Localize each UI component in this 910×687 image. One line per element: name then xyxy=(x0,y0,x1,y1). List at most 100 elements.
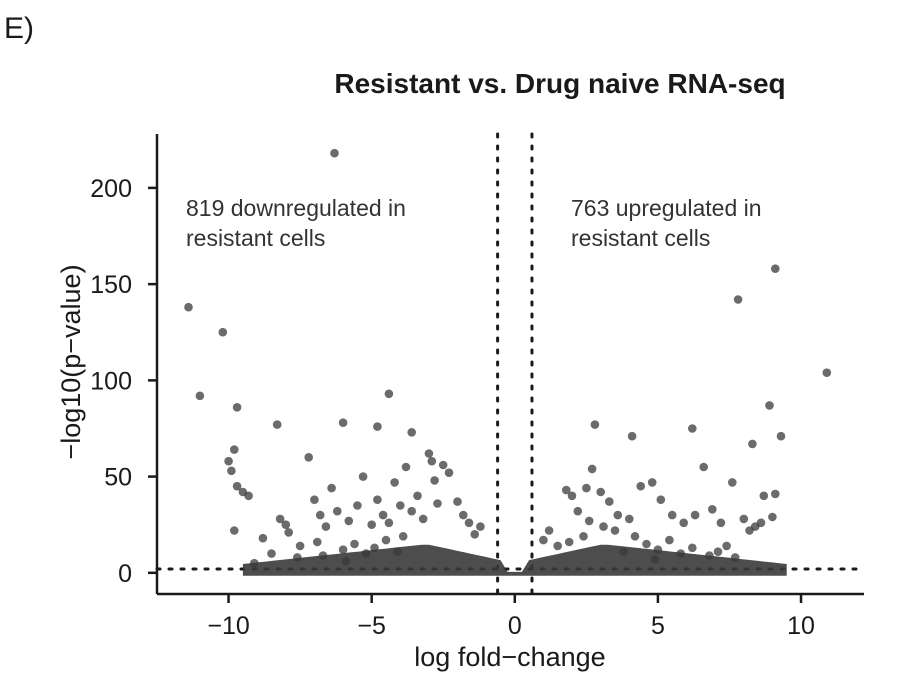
data-point xyxy=(384,518,394,528)
data-point xyxy=(587,464,597,474)
data-point xyxy=(384,389,394,399)
data-point xyxy=(230,445,239,454)
data-point xyxy=(413,491,422,501)
data-point xyxy=(281,520,291,529)
data-point xyxy=(327,483,336,493)
x-tick-label: −10 xyxy=(207,612,249,640)
data-point xyxy=(272,420,282,429)
data-points xyxy=(184,148,832,576)
data-point xyxy=(596,487,605,497)
data-point xyxy=(539,535,548,545)
data-point xyxy=(756,518,766,528)
data-point xyxy=(768,512,777,522)
data-point xyxy=(759,491,769,501)
data-point xyxy=(444,468,454,478)
data-point xyxy=(765,401,774,410)
data-point xyxy=(459,510,468,520)
data-point xyxy=(713,547,723,556)
y-tick-label: 100 xyxy=(90,367,132,395)
data-point xyxy=(401,462,411,472)
data-point xyxy=(722,541,731,551)
data-point xyxy=(244,491,253,501)
annotation-up-line2: resistant cells xyxy=(571,225,710,251)
data-point xyxy=(453,497,462,506)
data-point xyxy=(771,489,780,499)
data-point xyxy=(358,472,368,481)
data-point xyxy=(564,537,574,547)
panel-label: E) xyxy=(4,12,34,45)
data-point xyxy=(367,520,377,529)
x-axis-label: log fold−change xyxy=(414,642,605,672)
data-point xyxy=(218,327,228,337)
x-tick-label: 10 xyxy=(787,612,815,640)
data-point xyxy=(470,530,480,539)
data-point xyxy=(195,391,205,401)
dense-point-cloud xyxy=(242,544,787,576)
data-point xyxy=(184,302,193,312)
data-point xyxy=(656,495,666,505)
data-point xyxy=(636,481,645,491)
data-point xyxy=(464,518,474,528)
data-point xyxy=(625,514,634,524)
data-point xyxy=(390,478,399,487)
data-point xyxy=(344,516,354,526)
data-point xyxy=(438,460,448,470)
data-point xyxy=(350,539,359,549)
data-point xyxy=(613,510,623,520)
data-point xyxy=(733,295,743,304)
data-point xyxy=(418,514,428,524)
y-tick-label: 150 xyxy=(90,271,132,299)
data-point xyxy=(330,148,339,158)
data-point xyxy=(407,506,417,516)
annotation-down-line2: resistant cells xyxy=(186,225,325,251)
data-point xyxy=(642,539,651,549)
data-point xyxy=(373,422,382,431)
data-point xyxy=(590,420,600,429)
data-point xyxy=(582,483,591,493)
data-point xyxy=(321,522,331,531)
data-point xyxy=(230,526,239,535)
data-point xyxy=(739,514,749,524)
data-point xyxy=(378,510,388,520)
data-point xyxy=(771,264,780,274)
data-point xyxy=(232,481,242,491)
data-point xyxy=(688,424,697,433)
x-tick-label: 5 xyxy=(651,612,665,640)
data-point xyxy=(430,476,439,485)
data-point xyxy=(304,453,314,462)
data-point xyxy=(627,431,637,441)
data-point xyxy=(610,526,620,535)
y-tick-label: 50 xyxy=(104,464,132,492)
y-axis-label: −log10(p−value) xyxy=(56,264,86,459)
data-point xyxy=(544,526,554,535)
data-point xyxy=(690,510,700,520)
x-tick-label: −5 xyxy=(357,612,386,640)
data-point xyxy=(224,456,233,466)
data-point xyxy=(688,543,697,553)
annotation-up-line1: 763 upregulated in xyxy=(571,195,762,221)
data-point xyxy=(699,462,708,472)
data-point xyxy=(315,510,325,520)
data-point xyxy=(433,499,442,508)
data-point xyxy=(284,528,294,537)
data-point xyxy=(679,518,688,528)
data-point xyxy=(776,431,786,441)
data-point xyxy=(333,506,342,516)
data-point xyxy=(716,518,726,528)
data-point xyxy=(584,516,594,526)
data-point xyxy=(579,532,588,541)
data-point xyxy=(562,485,571,495)
data-point xyxy=(338,418,348,428)
data-point xyxy=(476,522,485,531)
data-point xyxy=(227,466,236,476)
annotation-down-line1: 819 downregulated in xyxy=(186,195,406,221)
x-tick-label: 0 xyxy=(508,612,522,640)
data-point xyxy=(605,497,614,506)
data-point xyxy=(728,478,737,487)
chart-title: Resistant vs. Drug naive RNA-seq xyxy=(334,68,785,99)
data-point xyxy=(424,449,434,458)
data-point xyxy=(275,514,285,524)
